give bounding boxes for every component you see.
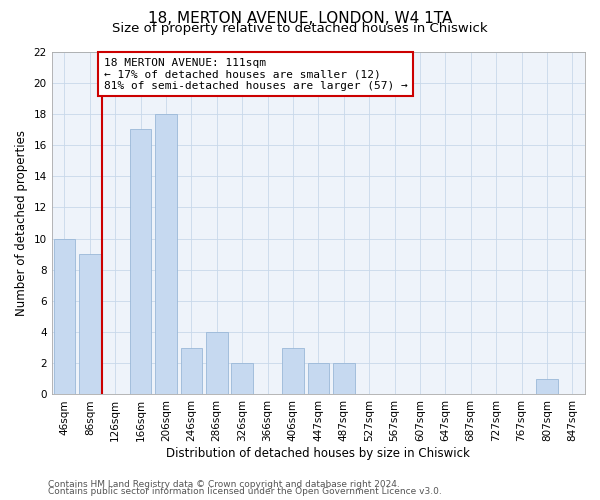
X-axis label: Distribution of detached houses by size in Chiswick: Distribution of detached houses by size … [166,447,470,460]
Bar [232,364,253,394]
Bar [53,238,75,394]
Bar [206,332,227,394]
Text: Size of property relative to detached houses in Chiswick: Size of property relative to detached ho… [112,22,488,35]
Text: Contains HM Land Registry data © Crown copyright and database right 2024.: Contains HM Land Registry data © Crown c… [48,480,400,489]
Bar [155,114,177,394]
Text: Contains public sector information licensed under the Open Government Licence v3: Contains public sector information licen… [48,487,442,496]
Bar [130,130,151,394]
Text: 18, MERTON AVENUE, LONDON, W4 1TA: 18, MERTON AVENUE, LONDON, W4 1TA [148,11,452,26]
Bar [536,379,557,394]
Bar [181,348,202,395]
Bar [333,364,355,394]
Bar [308,364,329,394]
Text: 18 MERTON AVENUE: 111sqm
← 17% of detached houses are smaller (12)
81% of semi-d: 18 MERTON AVENUE: 111sqm ← 17% of detach… [104,58,407,91]
Bar [282,348,304,395]
Bar [79,254,101,394]
Y-axis label: Number of detached properties: Number of detached properties [15,130,28,316]
